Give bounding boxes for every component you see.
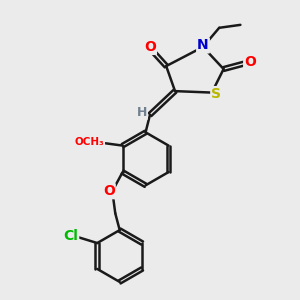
Text: N: N — [197, 38, 209, 52]
Text: O: O — [103, 184, 115, 198]
Text: OCH₃: OCH₃ — [74, 137, 104, 147]
Text: H: H — [136, 106, 147, 119]
Text: O: O — [144, 40, 156, 54]
Text: Cl: Cl — [63, 229, 78, 243]
Text: S: S — [211, 87, 221, 101]
Text: O: O — [244, 55, 256, 69]
